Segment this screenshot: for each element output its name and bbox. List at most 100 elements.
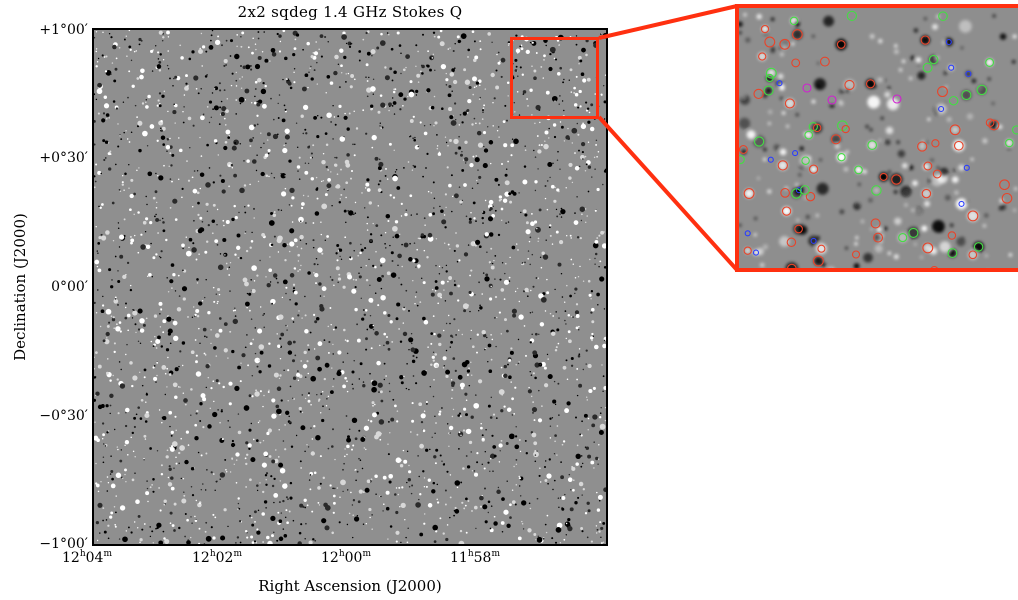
point-source [352,143,354,146]
point-source [315,257,318,260]
inset-source [961,89,972,101]
point-source [322,476,326,480]
point-source [161,126,166,131]
point-source [223,64,226,67]
point-source [566,235,568,237]
point-source [211,219,216,223]
point-source [493,515,496,518]
point-source [604,406,606,409]
point-source [396,420,399,423]
point-source [215,379,219,383]
point-source [199,187,202,190]
point-source [549,52,552,56]
point-source [358,275,362,279]
point-source [463,507,466,510]
point-source [292,397,294,399]
catalog-marker [961,90,972,101]
point-source [581,530,584,533]
point-source [544,197,547,200]
point-source [224,458,227,461]
point-source [376,277,382,282]
point-source [290,445,294,448]
point-source [296,372,301,377]
point-source [111,62,114,64]
point-source [238,519,242,523]
point-source [477,142,484,148]
point-source [192,242,195,245]
point-source [442,367,445,369]
point-source [344,236,347,239]
point-source [331,531,334,535]
point-source [374,156,379,161]
point-source [247,46,250,49]
point-source [354,307,358,312]
point-source [210,471,213,474]
point-source [532,412,534,414]
catalog-marker [985,118,995,128]
point-source [273,492,279,498]
point-source [114,523,117,526]
inset-source [927,178,933,184]
inset-source [865,124,869,129]
point-source [249,514,251,517]
point-source [152,345,155,348]
point-source [296,146,299,149]
catalog-marker [743,188,755,199]
point-source [571,127,578,134]
point-source [526,98,528,100]
point-source [408,309,410,312]
point-source [578,325,580,328]
point-source [233,204,236,208]
point-source [321,391,324,393]
point-source [250,535,254,539]
point-source [162,58,165,61]
point-source [590,103,594,107]
point-source [476,461,479,464]
point-source [95,351,98,354]
point-source [169,178,172,180]
point-source [598,530,601,533]
point-source [273,177,275,179]
point-source [578,353,581,356]
point-source [357,254,359,257]
point-source [559,168,561,170]
point-source [132,450,135,453]
point-source [534,189,537,192]
point-source [435,264,437,267]
point-source [299,239,302,241]
point-source [517,75,519,77]
point-source [134,104,137,107]
point-source [125,130,127,132]
point-source [553,380,556,383]
point-source [237,430,242,435]
catalog-marker [938,105,945,113]
point-source [287,350,293,355]
point-source [501,531,504,533]
point-source [535,277,538,279]
point-source [484,232,489,237]
point-source [514,111,516,113]
point-source [378,419,385,425]
point-source [160,308,162,310]
point-source [235,85,238,87]
point-source [581,142,586,147]
point-source [131,431,135,435]
point-source [452,195,454,198]
point-source [292,53,296,57]
point-source [371,134,377,141]
point-source [420,233,425,237]
point-source [109,153,112,155]
point-source [467,56,469,58]
inset-source [1014,187,1018,191]
point-source [111,201,115,205]
point-source [115,107,119,110]
point-source [146,487,149,490]
point-source [293,267,297,270]
point-source [333,116,336,118]
point-source [312,144,315,147]
point-source [173,335,179,341]
inset-source [816,61,820,65]
point-source [155,347,158,349]
point-source [195,354,198,357]
point-source [294,354,297,357]
